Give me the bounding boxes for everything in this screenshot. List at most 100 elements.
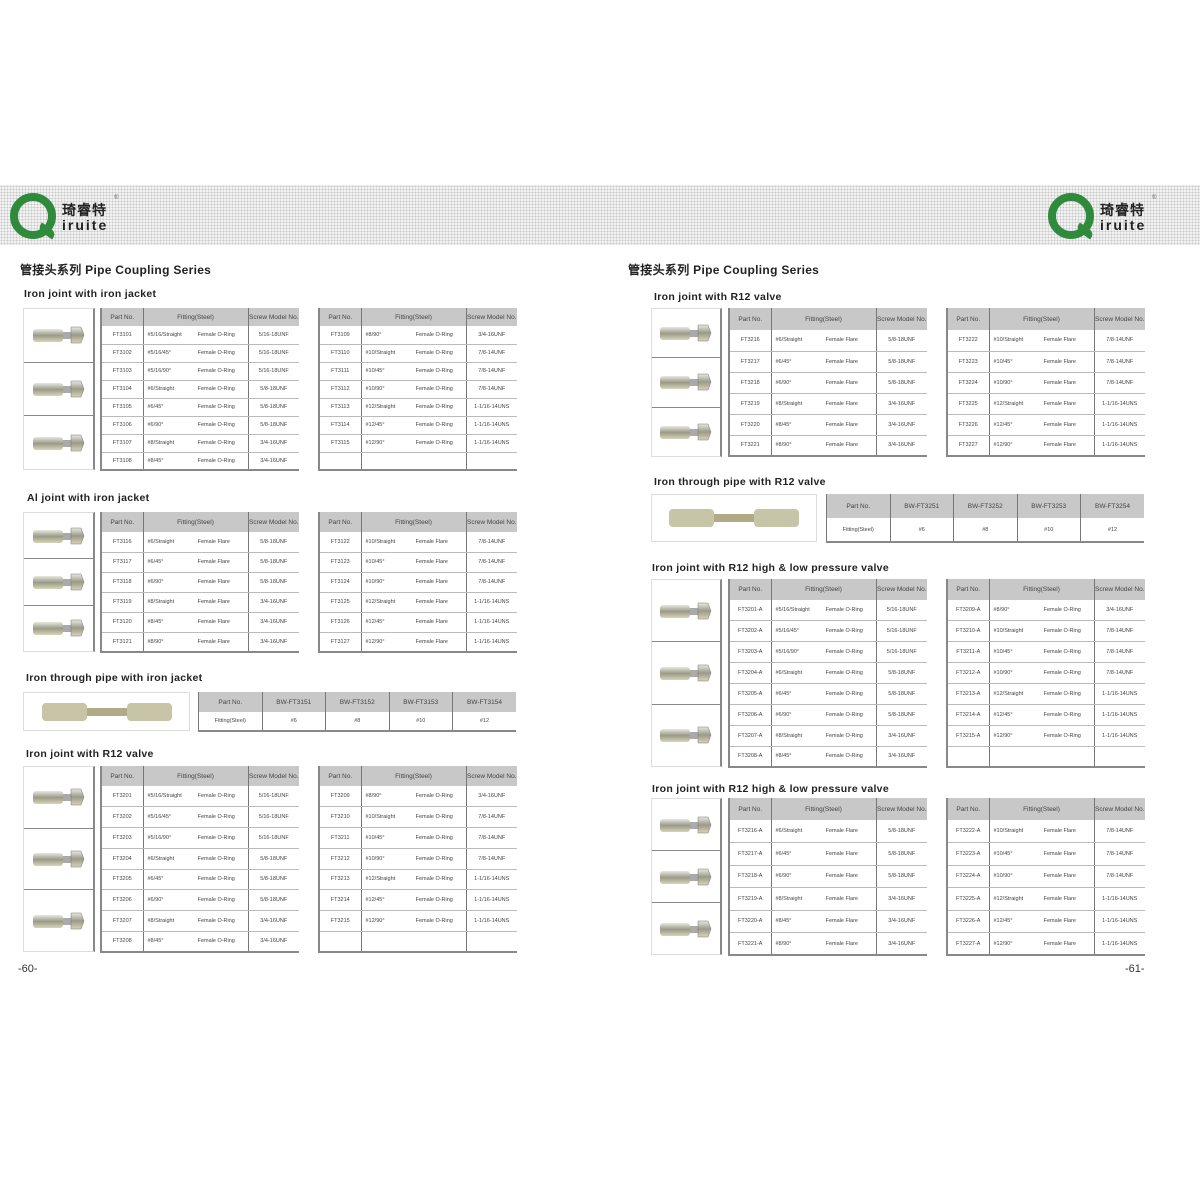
fitting-cell: #12/45° Female O-Ring [360,889,466,911]
connection-type: Female Flare [1043,873,1076,880]
fitting-size: #6/Straight [147,855,175,862]
table-row: FT3217 #6/45° Female Flare 5/8-18UNF [728,351,927,373]
fitting-cell: #12/Straight Female O-Ring [360,398,466,417]
screw-model [465,931,517,953]
fitting-cell: #8/90° Female Flare [770,435,876,457]
table-row: FT3106 #6/90° Female O-Ring 5/8-18UNF [100,416,299,435]
connection-type: Female Flare [825,895,858,902]
connection-type: Female O-Ring [197,814,235,821]
table-row: FT3113 #12/Straight Female O-Ring 1-1/16-14… [318,398,517,417]
fitting-cell: #8/45° Female O-Ring [142,931,248,953]
fitting-size: #8/90° [365,331,382,338]
fitting-size: #6/90° [775,711,792,718]
screw-model: 1-1/16-14UNS [1093,414,1145,436]
fitting-cell: #10/45° Female Flare [988,842,1094,866]
column-header: Screw Model No. [875,308,927,330]
part-number: FT3211 [318,827,361,849]
fitting-cell: #6/90° Female Flare [770,865,876,888]
column-header: BW-FT3251 [889,494,954,518]
fitting-cell: #10/45° Female Flare [360,552,466,573]
fitting-cell [988,746,1094,769]
table-row: FT3218 #6/90° Female Flare 5/8-18UNF [728,372,927,394]
table-row: FT3211 #10/45° Female O-Ring 7/8-14UNF [318,827,517,849]
connection-type: Female Flare [197,619,230,625]
section-heading: Iron joint with R12 valve [26,748,154,760]
part-number: FT3102 [100,344,143,363]
table-row: FT3227 #12/90° Female Flare 1-1/16-14UNS [946,435,1145,457]
fitting-size: #8/Straight [147,599,175,605]
part-number: FT3214 [318,889,361,911]
part-number: FT3204 [100,848,143,870]
page-title-left: 管接头系列 Pipe Coupling Series [20,263,212,277]
screw-model: 5/16-18UNF [875,641,927,664]
column-header: Screw Model No. [1093,798,1145,820]
connection-type: Female O-Ring [197,834,235,841]
table-row: Fitting(Steel) #6 #8 #10 #12 [826,518,1144,543]
part-number: FT3124 [318,572,361,593]
part-number: FT3213 [318,869,361,891]
fitting-cell: #12/Straight Female O-Ring [360,869,466,891]
fitting-cell: #10/Straight Female Flare [988,820,1094,843]
connection-type: Female O-Ring [197,457,235,464]
fitting-cell: #5/16/45° Female O-Ring [142,344,248,363]
fitting-cell: #6/Straight Female O-Ring [142,848,248,870]
screw-model: 3/4-16UNF [875,887,927,911]
fitting-cell: #10/90° Female Flare [988,865,1094,888]
table-row: FT3226-A #12/45° Female Flare 1-1/16-14UNS [946,910,1145,933]
part-number: FT3206-A [728,704,771,726]
page-number-left: -60- [18,963,38,975]
table-row: FT3201-A #5/16/Straight Female O-Ring 5/16-… [728,600,927,622]
screw-model: 7/8-14UNF [1093,820,1145,843]
column-header: Fitting(Steel) [988,798,1094,820]
table-header-row: Part No. Fitting(Steel) Screw Model No. [318,512,517,532]
fitting-size: #12/45° [993,711,1013,718]
fitting-photo [652,799,720,851]
part-number: FT3208 [100,931,143,953]
connection-type: Female O-Ring [415,422,453,428]
table-row: FT3103 #5/16/90° Female O-Ring 5/16-18UNF [100,362,299,381]
connection-type: Female O-Ring [1043,670,1081,677]
table-header-row: Part No. Fitting(Steel) Screw Model No. [100,512,299,532]
screw-model: 3/4-16UNF [465,326,517,345]
fitting-cell: #5/16/90° Female O-Ring [142,362,248,381]
fitting-cell: #6/90° Female O-Ring [770,704,876,726]
part-number: FT3108 [100,452,143,471]
screw-model: 1-1/16-14UNS [465,398,517,417]
fitting-size: #6/90° [147,422,164,428]
table-row: FT3221 #8/90° Female Flare 3/4-16UNF [728,435,927,457]
section-heading: Al joint with iron jacket [27,492,150,504]
fitting-size: #5/16/Straight [147,331,182,338]
table-row: FT3108 #8/45° Female O-Ring 3/4-16UNF [100,452,299,471]
fitting-cell: #6/90° Female O-Ring [142,416,248,435]
screw-model: 7/8-14UNF [1093,351,1145,373]
logo-reg: ® [1152,195,1157,201]
column-header: Part No. [946,308,989,330]
fitting-size: #8/45° [775,421,792,428]
table-row: FT3205-A #6/45° Female O-Ring 5/8-18UNF [728,683,927,705]
fitting-size: #12 [1080,518,1144,543]
screw-model: 5/16-18UNF [875,600,927,622]
table-header-row: Part No. Fitting(Steel) Screw Model No. [946,798,1145,820]
table-row: FT3110 #10/Straight Female O-Ring 7/8-14UNF [318,344,517,363]
connection-type: Female Flare [197,538,230,545]
fitting-size: #12/45° [365,422,385,428]
spec-table: Part No. Fitting(Steel) Screw Model No. FT3… [100,308,299,471]
part-number: FT3216-A [728,820,771,843]
section-heading: Iron joint with iron jacket [24,288,157,300]
column-header: Part No. [728,798,771,820]
table-row: FT3225-A #12/Straight Female Flare 1-1/16-1… [946,887,1145,911]
screw-model: 5/8-18UNF [875,820,927,843]
row-label: Fitting(Steel) [826,518,890,543]
connection-type: Female O-Ring [825,670,863,677]
table-row: FT3213-A #12/Straight Female O-Ring 1-1/16-… [946,683,1145,705]
connection-type: Female O-Ring [415,331,453,338]
screw-model: 7/8-14UNF [465,532,517,553]
spec-table: Part No. Fitting(Steel) Screw Model No. FT3… [946,798,1145,956]
screw-model: 5/8-18UNF [247,532,299,553]
connection-type: Female O-Ring [197,793,235,800]
column-header: Screw Model No. [1093,308,1145,330]
fitting-photo [24,559,93,606]
screw-model: 7/8-14UNF [1093,865,1145,888]
screw-model: 7/8-14UNF [1093,662,1145,685]
connection-type: Female Flare [197,579,230,585]
